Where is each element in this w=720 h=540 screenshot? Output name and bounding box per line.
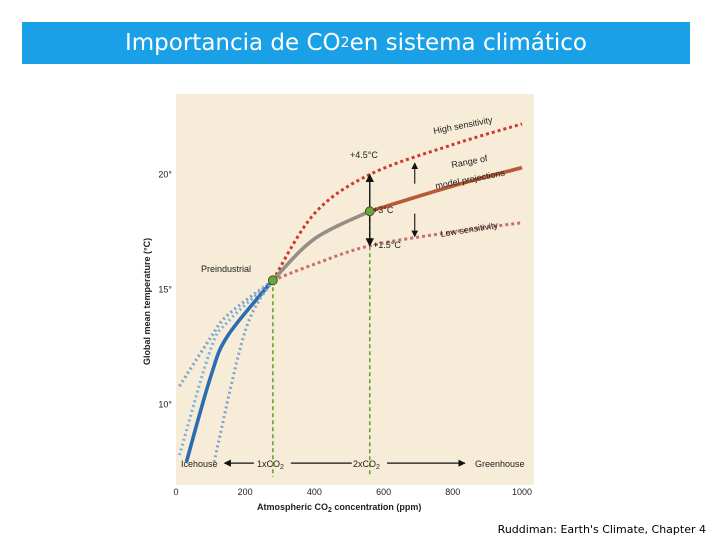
x-axis-label: Atmospheric CO2 concentration (ppm) [257, 502, 421, 514]
label-plus-4-5: +4.5°C [350, 150, 378, 160]
curve-low-sensitivity [272, 221, 523, 282]
x-tick-label: 0 [173, 487, 178, 497]
label-preindustrial: Preindustrial [201, 264, 251, 274]
curve-range-of-model-projections [369, 165, 523, 214]
marker-point-1 [267, 275, 278, 286]
label-plus-1-5: +1.5°C [373, 240, 401, 250]
plot-background [176, 94, 534, 485]
slide-title-main: Importancia de CO [124, 30, 341, 56]
x-tick-label: 800 [445, 487, 460, 497]
curve-high-lower [178, 279, 274, 456]
guide-lines [272, 211, 371, 477]
source-credit: Ruddiman: Earth's Climate, Chapter 4 [497, 523, 706, 536]
label-greenhouse: Greenhouse [475, 459, 525, 469]
y-tick-label: 15° [158, 285, 172, 295]
arrows [223, 162, 466, 467]
x-tick-label: 600 [376, 487, 391, 497]
x-tick-label: 200 [238, 487, 253, 497]
slide-title-rest: en sistema climático [349, 30, 588, 56]
label-1xco2: 1xCO2 [257, 459, 284, 471]
y-tick-label: 20° [158, 170, 172, 180]
curve-blue-dotted [178, 279, 274, 387]
y-tick-label: 10° [158, 400, 172, 410]
slide-title: Importancia de CO 2 en sistema climático [22, 22, 690, 64]
curve-low-lower [212, 279, 275, 463]
curve-range-lower [184, 279, 275, 463]
label-plus-3: +3°C [373, 205, 394, 215]
y-axis-label: Global mean temperature (°C) [142, 238, 152, 365]
x-tick-label: 1000 [512, 487, 532, 497]
curve-range-mid [271, 209, 371, 282]
label-icehouse: Icehouse [181, 459, 218, 469]
markers [267, 206, 375, 286]
label-2xco2: 2xCO2 [353, 459, 380, 471]
ticks: 0 200 400 600 800 1000 10° 15° 20° [158, 170, 532, 498]
x-tick-label: 400 [307, 487, 322, 497]
marker-point-2 [364, 206, 375, 217]
slide-title-subscript: 2 [340, 35, 350, 51]
curves [178, 122, 523, 463]
